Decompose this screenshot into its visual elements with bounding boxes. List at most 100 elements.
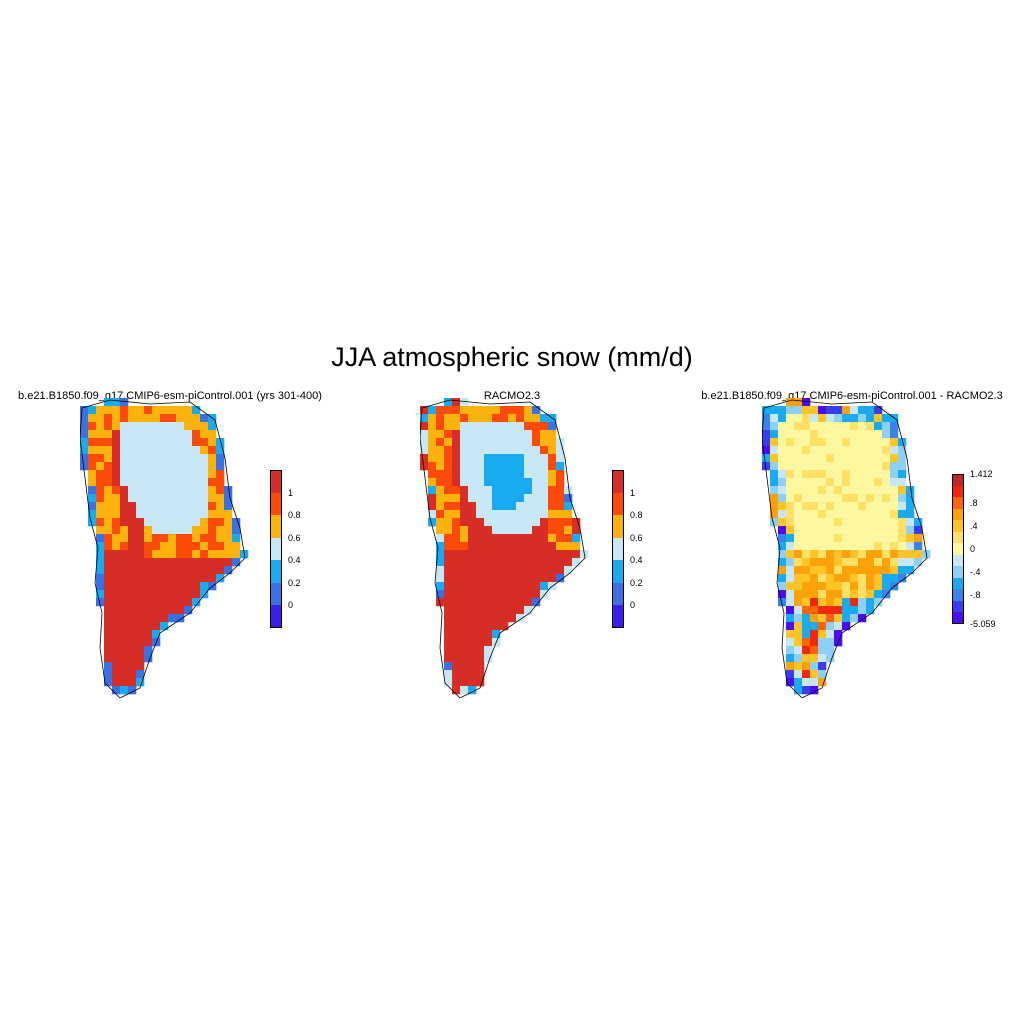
- map-grid-cell: [452, 454, 461, 463]
- map-grid-cell: [540, 542, 549, 551]
- map-grid-cell: [778, 518, 787, 527]
- coastline: [80, 399, 246, 698]
- map-grid-cell: [532, 414, 541, 423]
- map-grid-cell: [192, 518, 201, 527]
- map-grid-cell: [444, 438, 453, 447]
- map-grid-cell: [890, 558, 899, 567]
- map-grid-cell: [492, 534, 501, 543]
- map-grid-cell: [898, 518, 907, 527]
- map-grid-cell: [88, 414, 97, 423]
- map-grid-cell: [436, 438, 445, 447]
- map-grid-cell: [524, 494, 533, 503]
- map-grid-cell: [128, 686, 137, 695]
- colorbar-swatch: [270, 560, 282, 584]
- map-grid-cell: [858, 446, 867, 455]
- map-grid-cell: [184, 462, 193, 471]
- map-grid-cell: [444, 502, 453, 511]
- map-grid-cell: [168, 582, 177, 591]
- colorbar-label: 0.2: [288, 577, 301, 588]
- map-grid-cell: [548, 566, 557, 575]
- map-grid-cell: [192, 430, 201, 439]
- map-grid-cell: [80, 446, 89, 455]
- map-grid-cell: [858, 606, 867, 615]
- map-grid-cell: [810, 686, 819, 695]
- map-grid-cell: [436, 470, 445, 479]
- map-grid-cell: [866, 446, 875, 455]
- map-grid-cell: [842, 446, 851, 455]
- map-grid-cell: [858, 614, 867, 623]
- map-grid-cell: [508, 510, 517, 519]
- map-grid-cell: [842, 478, 851, 487]
- map-grid-cell: [104, 542, 113, 551]
- map-grid-cell: [524, 574, 533, 583]
- map-grid-cell: [762, 446, 771, 455]
- map-grid-cell: [850, 558, 859, 567]
- map-grid-cell: [540, 422, 549, 431]
- map-grid-cell: [532, 454, 541, 463]
- map-grid-cell: [786, 414, 795, 423]
- map-grid-cell: [882, 558, 891, 567]
- map-grid-cell: [468, 502, 477, 511]
- map-grid-cell: [88, 438, 97, 447]
- map-grid-cell: [842, 518, 851, 527]
- map-grid-cell: [136, 542, 145, 551]
- map-grid-cell: [444, 446, 453, 455]
- map-grid-cell: [532, 406, 541, 415]
- map-grid-cell: [898, 502, 907, 511]
- map-grid-cell: [224, 526, 233, 535]
- map-grid-cell: [532, 550, 541, 559]
- map-grid-cell: [208, 438, 217, 447]
- map-grid-cell: [192, 470, 201, 479]
- map-grid-cell: [152, 486, 161, 495]
- map-grid-cell: [120, 398, 129, 407]
- map-grid-cell: [112, 526, 121, 535]
- map-grid-cell: [428, 454, 437, 463]
- map-grid-cell: [564, 542, 573, 551]
- map-grid-cell: [160, 478, 169, 487]
- map-grid-cell: [842, 406, 851, 415]
- map-grid-cell: [556, 454, 565, 463]
- map-grid-cell: [168, 470, 177, 479]
- map-grid-cell: [882, 582, 891, 591]
- map-grid-cell: [120, 622, 129, 631]
- map-grid-cell: [508, 470, 517, 479]
- map-grid-cell: [168, 518, 177, 527]
- map-grid-cell: [96, 454, 105, 463]
- map-grid-cell: [200, 486, 209, 495]
- map-grid-cell: [176, 550, 185, 559]
- map-grid-cell: [88, 478, 97, 487]
- map-grid-cell: [906, 510, 915, 519]
- map-grid-cell: [152, 574, 161, 583]
- map-grid-cell: [874, 478, 883, 487]
- map-grid-cell: [136, 470, 145, 479]
- map-grid-cell: [88, 462, 97, 471]
- map-grid-cell: [444, 518, 453, 527]
- map-grid-cell: [476, 574, 485, 583]
- map-grid-cell: [452, 646, 461, 655]
- map-grid-cell: [104, 510, 113, 519]
- map-grid-cell: [810, 598, 819, 607]
- map-grid-cell: [492, 574, 501, 583]
- map-grid-cell: [834, 598, 843, 607]
- map-grid-cell: [492, 502, 501, 511]
- map-grid-cell: [428, 494, 437, 503]
- map-grid-cell: [770, 438, 779, 447]
- map-grid-cell: [200, 582, 209, 591]
- map-grid-cell: [516, 606, 525, 615]
- map-grid-cell: [802, 646, 811, 655]
- map-grid-cell: [112, 398, 121, 407]
- map-grid-cell: [802, 438, 811, 447]
- map-grid-cell: [112, 414, 121, 423]
- map-grid-cell: [802, 574, 811, 583]
- map-grid-cell: [192, 550, 201, 559]
- map-grid-cell: [532, 494, 541, 503]
- map-grid-cell: [524, 598, 533, 607]
- map-grid-cell: [80, 462, 89, 471]
- map-grid-cell: [120, 686, 129, 695]
- map-grid-cell: [508, 542, 517, 551]
- map-grid-cell: [810, 478, 819, 487]
- map-grid-cell: [850, 606, 859, 615]
- map-grid-cell: [128, 534, 137, 543]
- map-grid-cell: [184, 598, 193, 607]
- colorbar-swatch: [612, 537, 624, 561]
